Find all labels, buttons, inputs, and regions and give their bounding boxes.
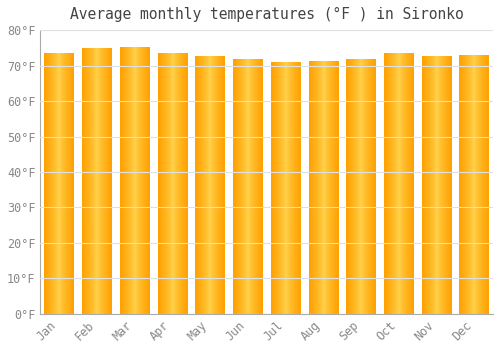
Title: Average monthly temperatures (°F ) in Sironko: Average monthly temperatures (°F ) in Si… [70,7,464,22]
